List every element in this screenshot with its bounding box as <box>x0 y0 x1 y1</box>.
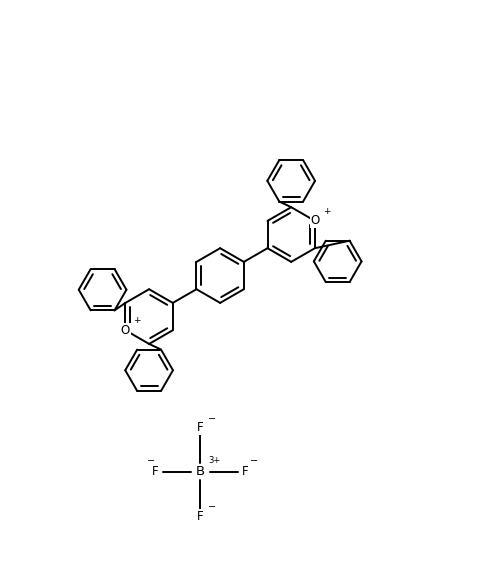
Text: F: F <box>197 509 204 523</box>
Text: +: + <box>134 316 141 325</box>
Text: −: − <box>208 502 216 512</box>
Text: 3+: 3+ <box>209 457 221 465</box>
Text: O: O <box>310 214 319 227</box>
Text: −: − <box>250 456 259 466</box>
Text: F: F <box>242 465 249 478</box>
Text: −: − <box>147 456 155 466</box>
Text: F: F <box>152 465 158 478</box>
Text: +: + <box>323 207 330 216</box>
Text: B: B <box>196 465 205 478</box>
Text: O: O <box>121 324 130 337</box>
Text: −: − <box>208 414 216 424</box>
Text: F: F <box>197 421 204 434</box>
